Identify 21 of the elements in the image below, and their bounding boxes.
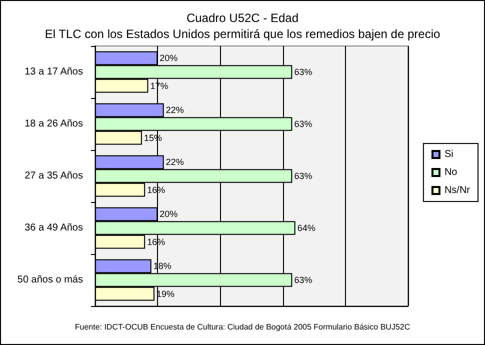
- y-tick-label: 50 años o más: [17, 274, 83, 286]
- data-label: 20%: [160, 53, 178, 64]
- data-label: 63%: [294, 171, 312, 181]
- legend-label: Si: [444, 149, 454, 160]
- y-tick-label: 18 a 26 Años: [24, 118, 83, 130]
- y-tick-label: 36 a 49 Años: [24, 222, 83, 234]
- chart-title: Cuadro U52C - Edad: [186, 11, 299, 25]
- y-tick-label: 27 a 35 Años: [24, 170, 83, 182]
- chart-subtitle: El TLC con los Estados Unidos permitirá que los remedios bajen de precio: [44, 27, 440, 41]
- source-note: Fuente: IDCT-OCUB Encuesta de Cultura: Ciudad de Bogotá 2005 Formulario Básico BUJ52C: [74, 322, 410, 332]
- data-label: 63%: [294, 119, 312, 129]
- data-label: 63%: [294, 67, 312, 77]
- data-label: 64%: [297, 223, 316, 233]
- data-label: 20%: [160, 209, 178, 220]
- legend-label: No: [444, 167, 458, 178]
- legend-label: Ns/Nr: [444, 185, 471, 196]
- data-label: 63%: [294, 275, 312, 285]
- y-tick-label: 13 a 17 Años: [24, 66, 83, 78]
- data-label: 19%: [156, 288, 174, 299]
- data-label: 22%: [166, 105, 184, 116]
- data-label: 22%: [166, 157, 184, 168]
